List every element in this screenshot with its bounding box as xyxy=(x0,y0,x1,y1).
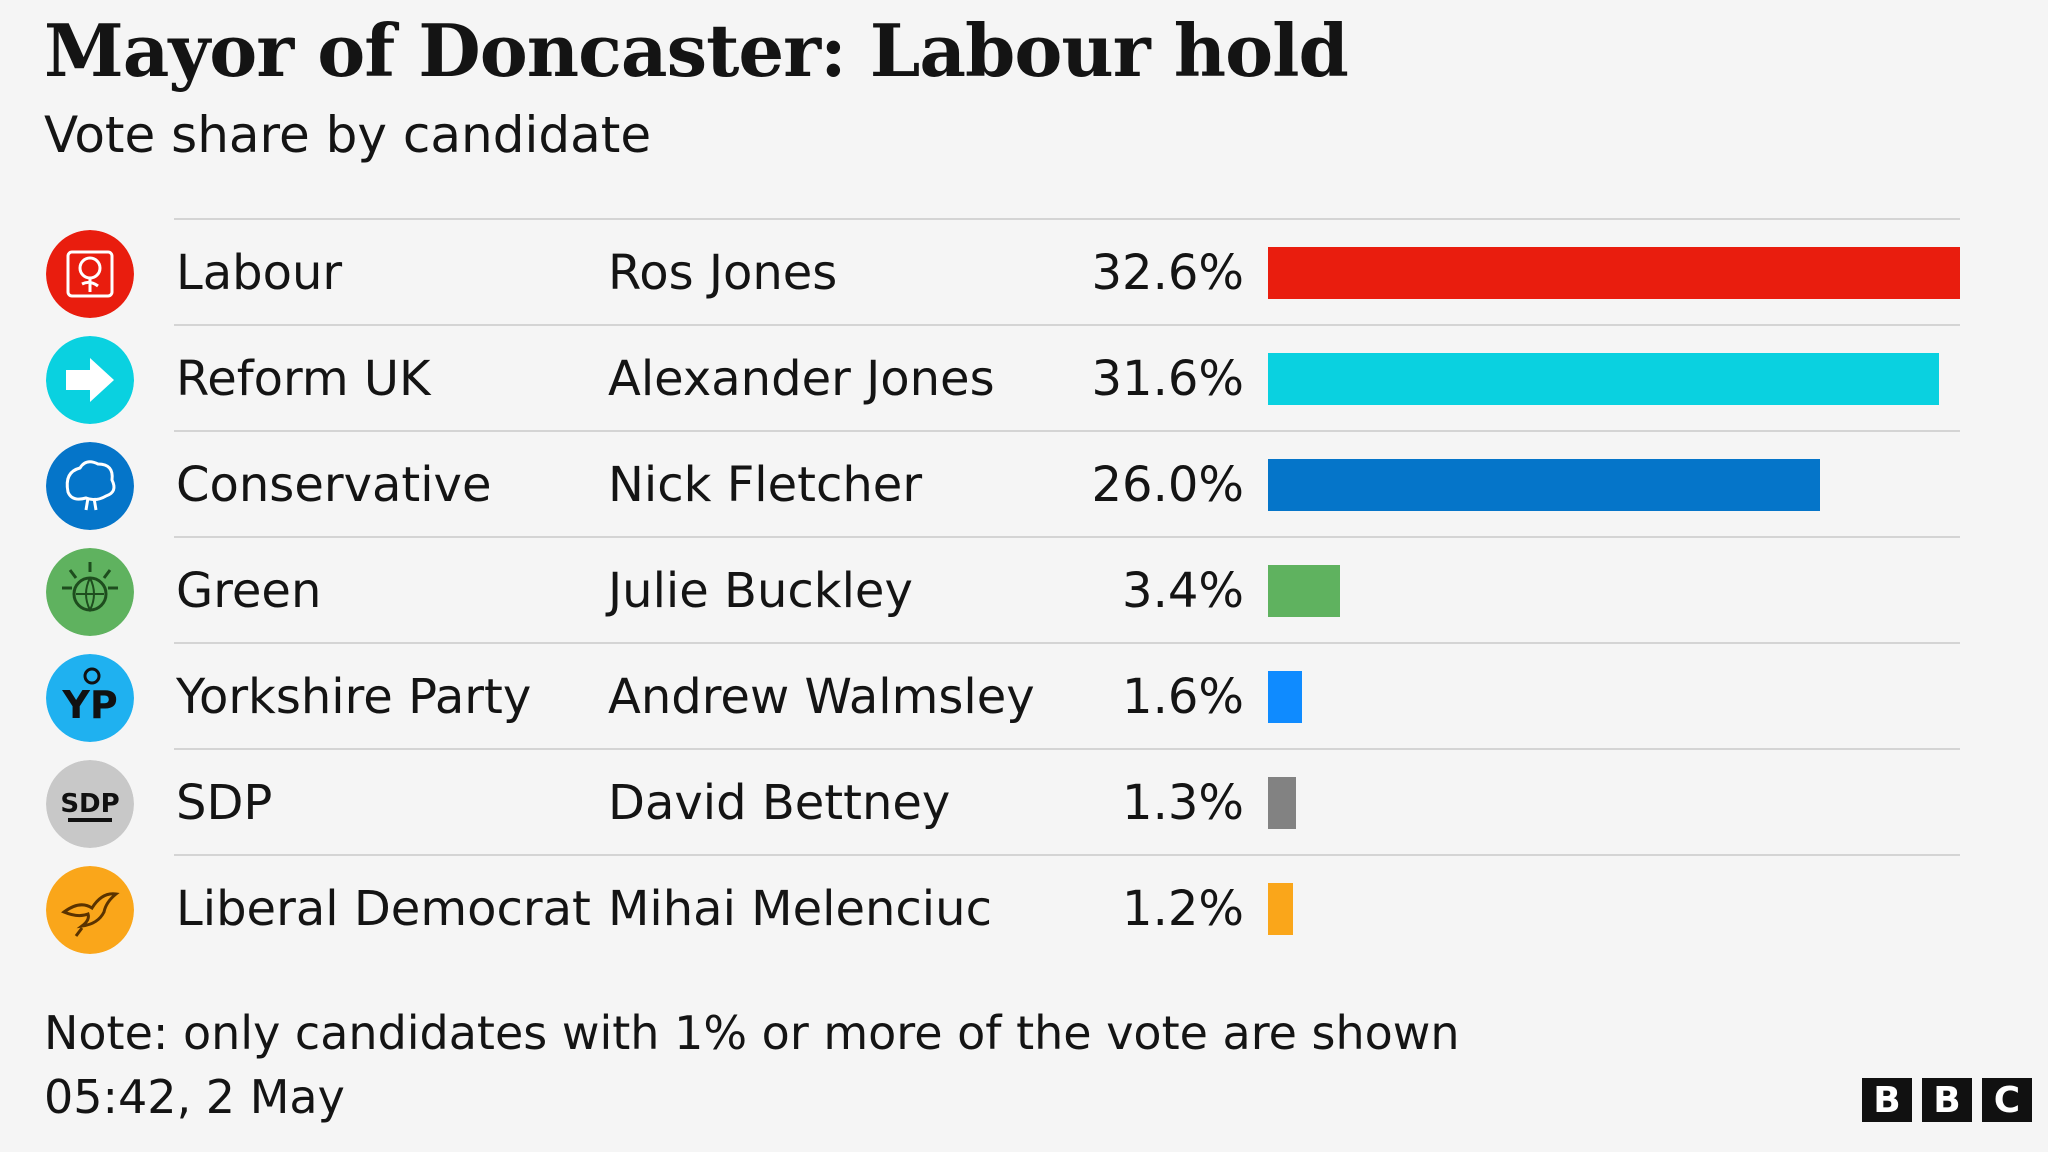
value-label: 31.6% xyxy=(1091,351,1244,407)
party-label: SDP xyxy=(176,775,273,831)
bar xyxy=(1268,565,1340,617)
party-label: Conservative xyxy=(176,457,492,513)
bbc-logo: B B C xyxy=(1862,1078,2032,1122)
chart-subtitle: Vote share by candidate xyxy=(44,106,652,164)
svg-text:YP: YP xyxy=(61,683,117,727)
row-divider xyxy=(174,324,1960,326)
green-globe-icon xyxy=(46,548,134,636)
bar xyxy=(1268,459,1820,511)
candidate-label: Nick Fletcher xyxy=(608,457,923,513)
row-divider xyxy=(174,430,1960,432)
candidate-label: Julie Buckley xyxy=(608,563,913,619)
bar xyxy=(1268,671,1302,723)
result-row: Conservative Nick Fletcher 26.0% xyxy=(0,432,2048,538)
row-divider xyxy=(174,536,1960,538)
value-label: 26.0% xyxy=(1091,457,1244,513)
yorkshire-party-icon: YP xyxy=(46,654,134,742)
svg-text:SDP: SDP xyxy=(60,789,119,819)
bbc-letter: B xyxy=(1862,1078,1912,1122)
bar xyxy=(1268,353,1939,405)
value-label: 32.6% xyxy=(1091,245,1244,301)
result-row: YP Yorkshire Party Andrew Walmsley 1.6% xyxy=(0,644,2048,750)
bar xyxy=(1268,247,1960,299)
value-label: 1.6% xyxy=(1122,669,1244,725)
value-label: 1.2% xyxy=(1122,881,1244,937)
sdp-icon: SDP xyxy=(46,760,134,848)
bar xyxy=(1268,777,1296,829)
candidate-label: Andrew Walmsley xyxy=(608,669,1035,725)
candidate-label: Ros Jones xyxy=(608,245,838,301)
party-label: Liberal Democrat xyxy=(176,881,591,937)
row-divider xyxy=(174,748,1960,750)
bbc-letter: C xyxy=(1982,1078,2032,1122)
candidate-label: Alexander Jones xyxy=(608,351,995,407)
party-label: Green xyxy=(176,563,322,619)
bar xyxy=(1268,883,1293,935)
reform-arrow-icon xyxy=(46,336,134,424)
party-label: Reform UK xyxy=(176,351,431,407)
candidate-label: Mihai Melenciuc xyxy=(608,881,992,937)
conservative-tree-icon xyxy=(46,442,134,530)
result-row: SDP SDP David Bettney 1.3% xyxy=(0,750,2048,856)
result-row: Green Julie Buckley 3.4% xyxy=(0,538,2048,644)
result-row: Reform UK Alexander Jones 31.6% xyxy=(0,326,2048,432)
value-label: 3.4% xyxy=(1122,563,1244,619)
chart-title: Mayor of Doncaster: Labour hold xyxy=(44,8,1349,93)
libdem-bird-icon xyxy=(46,866,134,954)
labour-rose-icon xyxy=(46,230,134,318)
row-divider xyxy=(174,218,1960,220)
results-chart: Labour Ros Jones 32.6% Reform UK Alexander J… xyxy=(0,218,2048,960)
party-label: Yorkshire Party xyxy=(176,669,532,725)
footnote: Note: only candidates with 1% or more of… xyxy=(44,1006,1460,1060)
value-label: 1.3% xyxy=(1122,775,1244,831)
result-row: Labour Ros Jones 32.6% xyxy=(0,220,2048,326)
party-label: Labour xyxy=(176,245,343,301)
row-divider xyxy=(174,642,1960,644)
candidate-label: David Bettney xyxy=(608,775,951,831)
bbc-letter: B xyxy=(1922,1078,1972,1122)
row-divider xyxy=(174,854,1960,856)
result-row: Liberal Democrat Mihai Melenciuc 1.2% xyxy=(0,856,2048,962)
timestamp: 05:42, 2 May xyxy=(44,1070,345,1124)
